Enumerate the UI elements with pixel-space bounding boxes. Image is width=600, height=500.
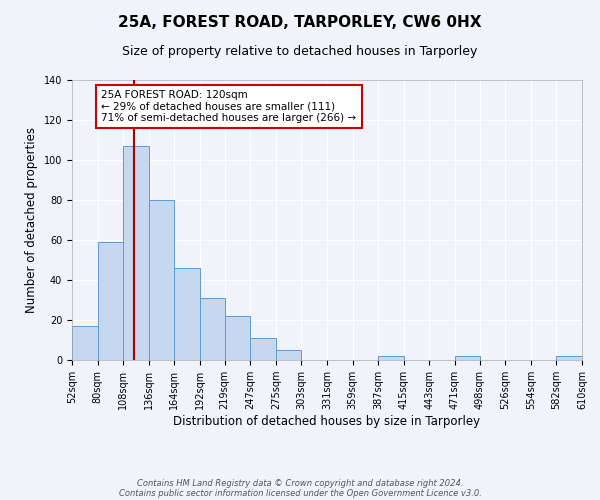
Bar (149, 200, 175, 360)
Bar (123, 146, 149, 360)
Text: 25A FOREST ROAD: 120sqm
← 29% of detached houses are smaller (111)
71% of semi-d: 25A FOREST ROAD: 120sqm ← 29% of detache… (101, 90, 356, 123)
Text: 25A, FOREST ROAD, TARPORLEY, CW6 0HX: 25A, FOREST ROAD, TARPORLEY, CW6 0HX (118, 15, 482, 30)
Bar (224, 316, 250, 360)
Bar (556, 356, 582, 360)
Bar (72, 326, 98, 360)
Text: Contains public sector information licensed under the Open Government Licence v3: Contains public sector information licen… (119, 488, 481, 498)
Bar (378, 356, 404, 360)
Text: Size of property relative to detached houses in Tarporley: Size of property relative to detached ho… (122, 45, 478, 58)
Bar (200, 298, 224, 360)
Text: Contains HM Land Registry data © Crown copyright and database right 2024.: Contains HM Land Registry data © Crown c… (137, 478, 463, 488)
X-axis label: Distribution of detached houses by size in Tarporley: Distribution of detached houses by size … (173, 415, 481, 428)
Bar (175, 268, 200, 360)
Bar (455, 356, 479, 360)
Bar (250, 338, 276, 360)
Bar (98, 242, 123, 360)
Bar (276, 350, 301, 360)
Y-axis label: Number of detached properties: Number of detached properties (25, 127, 38, 313)
